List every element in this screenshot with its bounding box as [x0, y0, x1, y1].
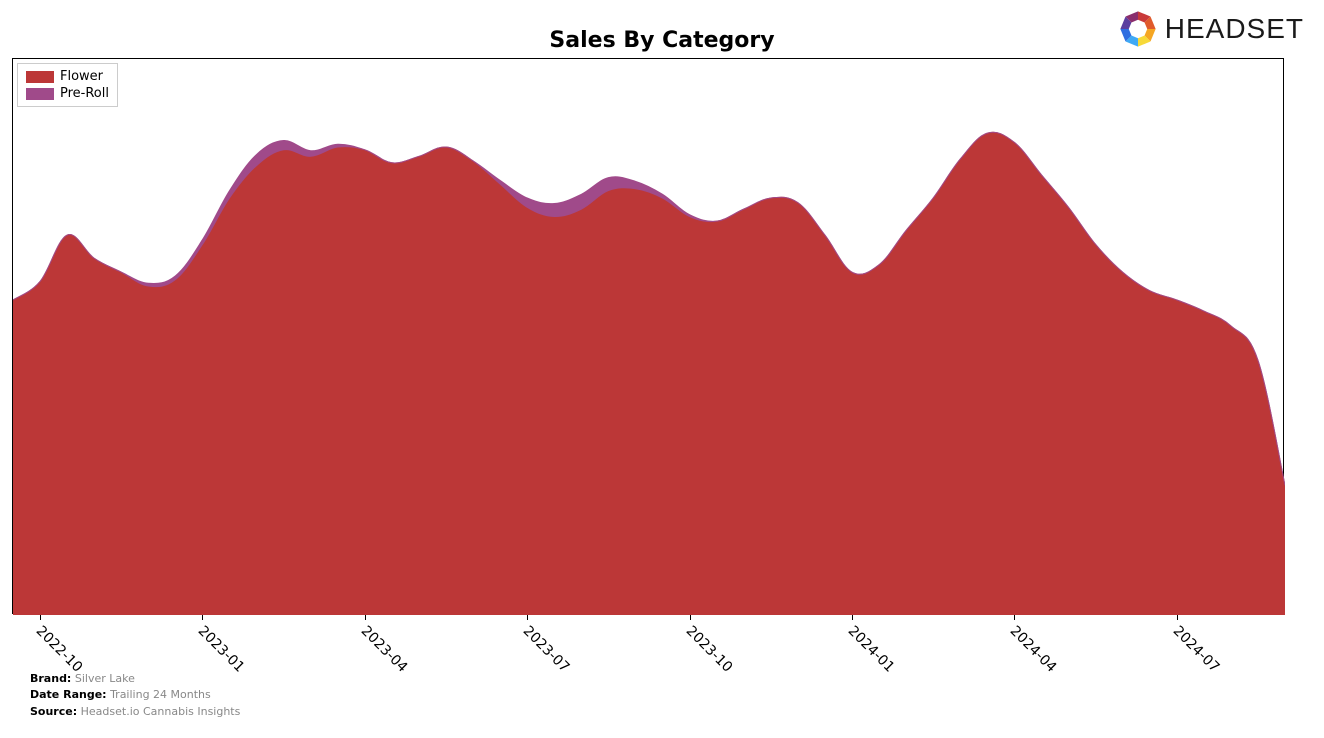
meta-date-range-label: Date Range:	[30, 688, 107, 701]
x-tick-label: 2024-07	[1169, 623, 1222, 676]
x-tick	[690, 615, 691, 620]
meta-brand-value: Silver Lake	[75, 672, 135, 685]
legend-swatch	[26, 71, 54, 83]
x-tick-label: 2023-10	[682, 623, 735, 676]
x-tick	[852, 615, 853, 620]
x-tick-label: 2024-04	[1007, 623, 1060, 676]
x-tick	[202, 615, 203, 620]
meta-source: Source: Headset.io Cannabis Insights	[30, 704, 240, 721]
x-tick	[365, 615, 366, 620]
x-tick	[1014, 615, 1015, 620]
brand-logo: HEADSET	[1117, 8, 1304, 50]
meta-source-label: Source:	[30, 705, 77, 718]
headset-logo-icon	[1117, 8, 1159, 50]
meta-date-range: Date Range: Trailing 24 Months	[30, 687, 240, 704]
chart-legend: Flower Pre-Roll	[17, 63, 118, 107]
meta-brand-label: Brand:	[30, 672, 71, 685]
area-series-flower	[13, 132, 1285, 615]
x-tick-label: 2023-04	[358, 623, 411, 676]
x-tick-label: 2023-01	[195, 623, 248, 676]
legend-item: Flower	[26, 68, 109, 85]
meta-source-value: Headset.io Cannabis Insights	[81, 705, 241, 718]
chart-metadata: Brand: Silver Lake Date Range: Trailing …	[30, 671, 240, 721]
legend-swatch	[26, 88, 54, 100]
legend-label: Pre-Roll	[60, 86, 109, 101]
x-tick	[1177, 615, 1178, 620]
legend-label: Flower	[60, 69, 103, 84]
x-tick-label: 2024-01	[845, 623, 898, 676]
sales-area-chart: FlowerPre-Roll 2022-102023-012023-042023…	[12, 58, 1284, 614]
meta-brand: Brand: Silver Lake	[30, 671, 240, 688]
x-tick	[40, 615, 41, 620]
logo-text: HEADSET	[1165, 13, 1304, 45]
meta-date-range-value: Trailing 24 Months	[110, 688, 211, 701]
chart-canvas	[13, 59, 1285, 615]
x-tick-label: 2022-10	[33, 623, 86, 676]
x-tick-label: 2023-07	[520, 623, 573, 676]
x-tick	[527, 615, 528, 620]
legend-item: Pre-Roll	[26, 85, 109, 102]
